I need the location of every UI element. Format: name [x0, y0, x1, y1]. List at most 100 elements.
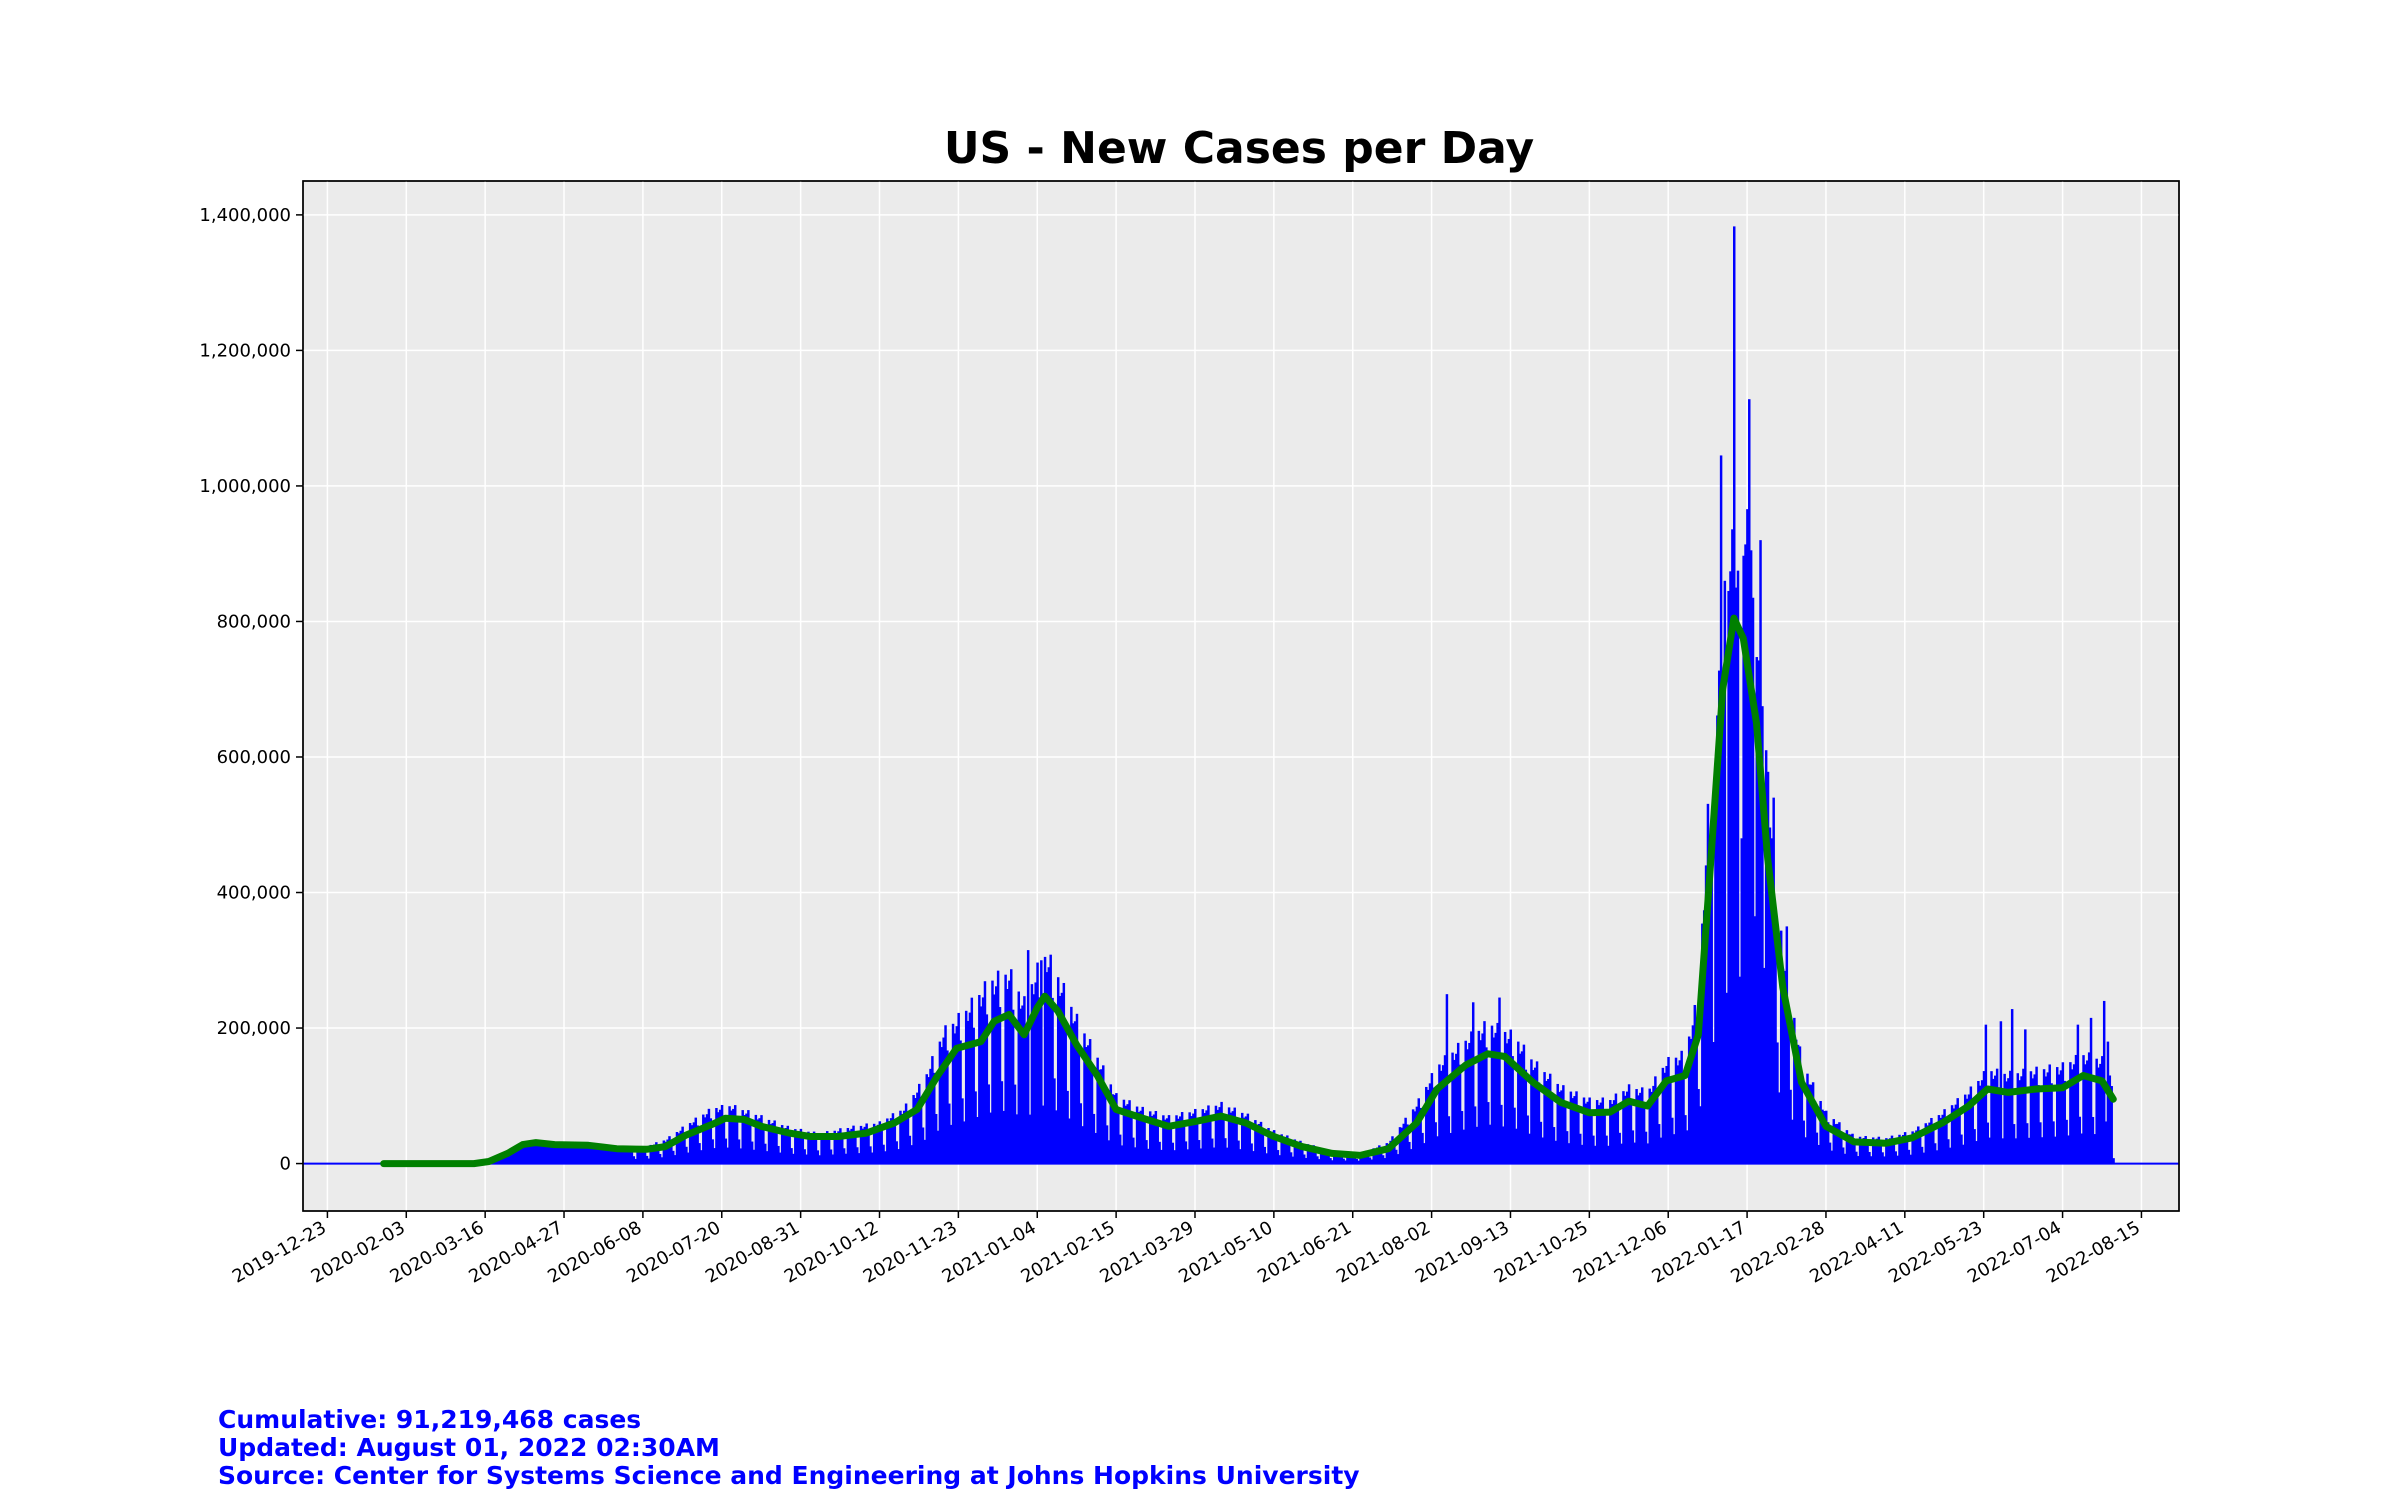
updated-timestamp: Updated: August 01, 2022 02:30AM — [218, 1433, 720, 1462]
daily-case-bar — [1654, 1076, 1657, 1164]
daily-case-bar — [1008, 980, 1011, 1164]
daily-case-bar — [1464, 1040, 1467, 1164]
daily-case-bar — [739, 1148, 743, 1164]
daily-case-bar — [829, 1149, 833, 1164]
daily-case-bar — [660, 1157, 664, 1164]
daily-case-bar — [2018, 1080, 2021, 1164]
daily-case-bar — [1195, 1119, 1199, 1164]
daily-case-bar — [1066, 1090, 1069, 1164]
daily-case-bar — [1171, 1142, 1174, 1164]
daily-case-bar — [540, 1142, 544, 1164]
daily-case-bar — [1855, 1151, 1858, 1164]
daily-case-bar — [2003, 1073, 2006, 1164]
daily-case-bar — [1930, 1117, 1933, 1164]
daily-case-bar — [527, 1142, 530, 1164]
daily-case-bar — [1571, 1098, 1574, 1164]
daily-case-bar — [1547, 1078, 1550, 1164]
daily-case-bar — [991, 980, 994, 1164]
daily-case-bar — [1434, 1122, 1437, 1164]
daily-case-bar — [1426, 1089, 1430, 1164]
daily-case-bar — [1481, 1033, 1484, 1164]
daily-case-bar — [985, 1014, 989, 1164]
daily-case-bar — [1980, 1080, 1984, 1164]
daily-case-bar — [989, 1112, 992, 1164]
daily-case-bar — [1868, 1151, 1871, 1164]
daily-case-bar — [1798, 1046, 1802, 1164]
daily-case-bar — [1875, 1138, 1879, 1164]
daily-case-bar — [1642, 1102, 1646, 1164]
daily-case-bar — [886, 1118, 889, 1164]
daily-case-bar — [1406, 1124, 1409, 1164]
daily-case-bar — [1945, 1118, 1948, 1164]
daily-case-bar — [979, 1006, 983, 1164]
daily-case-bar — [1458, 1064, 1462, 1164]
daily-case-bar — [762, 1125, 765, 1164]
daily-case-bar — [837, 1131, 840, 1164]
daily-case-bar — [1849, 1134, 1852, 1164]
daily-case-bar — [863, 1126, 867, 1164]
daily-case-bar — [1130, 1113, 1133, 1164]
daily-case-bar — [2084, 1064, 2087, 1164]
daily-case-bar — [777, 1145, 780, 1164]
daily-case-bar — [1505, 1043, 1509, 1164]
daily-case-bar — [1100, 1069, 1103, 1164]
daily-case-bar — [726, 1147, 729, 1164]
daily-case-bar — [1349, 1153, 1353, 1164]
daily-case-bar — [745, 1113, 748, 1164]
daily-case-bar — [596, 1146, 600, 1164]
daily-case-bar — [1725, 992, 1728, 1164]
daily-case-bar — [1783, 970, 1787, 1164]
daily-case-bar — [842, 1148, 846, 1164]
daily-case-bar — [1244, 1116, 1248, 1164]
daily-case-bar — [1346, 1152, 1349, 1164]
daily-case-bar — [2104, 1121, 2108, 1164]
daily-case-bar — [1913, 1132, 1916, 1164]
daily-case-bar — [1212, 1147, 1216, 1164]
daily-case-bar — [1087, 1045, 1090, 1164]
daily-case-bar — [1635, 1089, 1638, 1164]
daily-case-bar — [1763, 967, 1766, 1164]
daily-case-bar — [921, 1127, 925, 1164]
daily-case-bar — [1843, 1153, 1847, 1164]
daily-case-bar — [1284, 1136, 1287, 1164]
daily-case-bar — [1410, 1149, 1413, 1164]
y-tick-label: 1,200,000 — [199, 340, 291, 361]
daily-case-bar — [748, 1120, 752, 1164]
daily-case-bar — [850, 1128, 853, 1164]
daily-case-bar — [1025, 1024, 1028, 1164]
daily-case-bar — [1804, 1137, 1807, 1164]
daily-case-bar — [1000, 1081, 1004, 1164]
daily-case-bar — [1291, 1156, 1295, 1164]
daily-case-bar — [1866, 1141, 1869, 1164]
daily-case-bar — [1952, 1108, 1956, 1164]
daily-case-bar — [1103, 1087, 1107, 1164]
daily-case-bar — [1334, 1152, 1338, 1164]
daily-case-bar — [1194, 1108, 1197, 1164]
daily-case-bar — [525, 1142, 529, 1164]
y-axis: 0 200,000 400,000 600,000 800,000 1,000,000 1,… — [199, 205, 303, 1175]
daily-case-bar — [1394, 1149, 1398, 1164]
daily-case-bar — [1699, 1106, 1702, 1164]
daily-case-bar — [1216, 1109, 1220, 1164]
daily-case-bar — [1150, 1116, 1154, 1164]
daily-case-bar — [775, 1129, 778, 1164]
daily-case-bar — [675, 1131, 679, 1164]
daily-case-bar — [529, 1142, 532, 1164]
daily-case-bar — [510, 1148, 513, 1164]
daily-case-bar — [1162, 1115, 1165, 1164]
daily-case-bar — [1577, 1105, 1580, 1164]
daily-case-bar — [974, 1091, 977, 1164]
daily-case-bar — [561, 1143, 564, 1164]
daily-case-bar — [2001, 1138, 2005, 1164]
daily-case-bar — [681, 1126, 684, 1164]
daily-case-bar — [2012, 1124, 2016, 1164]
daily-case-bar — [1500, 1104, 1503, 1164]
daily-case-bar — [1841, 1147, 1845, 1164]
daily-case-bar — [1785, 926, 1789, 1164]
daily-case-bar — [2042, 1069, 2046, 1164]
daily-case-bar — [1915, 1130, 1918, 1164]
daily-case-bar — [551, 1142, 555, 1164]
daily-case-bar — [728, 1106, 731, 1164]
daily-case-bar — [1344, 1160, 1347, 1164]
daily-case-bar — [1624, 1095, 1627, 1164]
